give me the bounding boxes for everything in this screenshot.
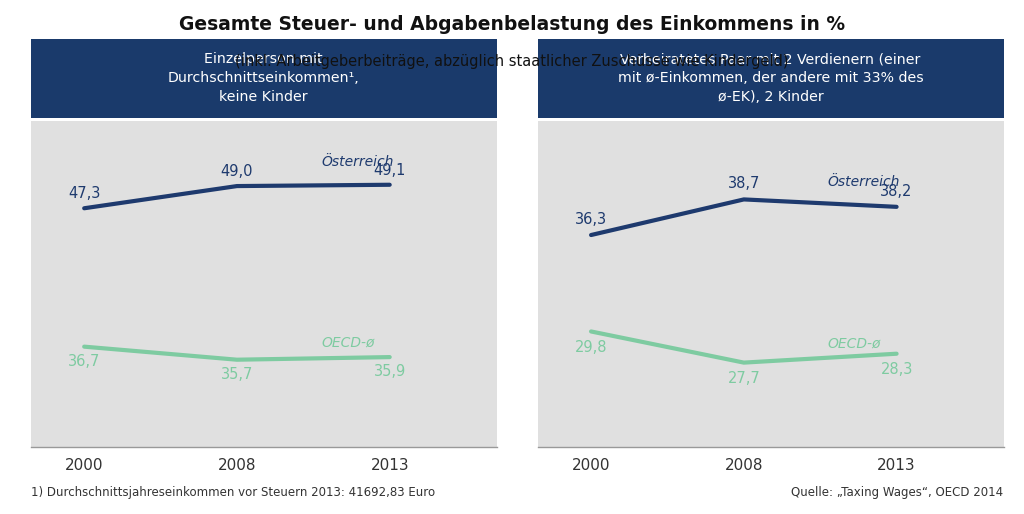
Text: 36,3: 36,3 — [575, 212, 607, 227]
Text: Quelle: „Taxing Wages“, OECD 2014: Quelle: „Taxing Wages“, OECD 2014 — [792, 486, 1004, 499]
Text: 38,2: 38,2 — [881, 183, 912, 199]
Text: 1) Durchschnittsjahreseinkommen vor Steuern 2013: 41692,83 Euro: 1) Durchschnittsjahreseinkommen vor Steu… — [31, 486, 435, 499]
Text: 36,7: 36,7 — [68, 354, 100, 369]
Text: 49,1: 49,1 — [374, 162, 406, 177]
Text: Gesamte Steuer- und Abgabenbelastung des Einkommens in %: Gesamte Steuer- und Abgabenbelastung des… — [179, 15, 845, 34]
Text: 27,7: 27,7 — [727, 371, 760, 386]
Text: Einzelperson mit
Durchschnittseinkommen¹,
keine Kinder: Einzelperson mit Durchschnittseinkommen¹… — [168, 52, 359, 104]
Text: 35,9: 35,9 — [374, 364, 406, 379]
Text: Verheiratetes Paar mit 2 Verdienern (einer
mit ø-Einkommen, der andere mit 33% d: Verheiratetes Paar mit 2 Verdienern (ein… — [617, 52, 924, 104]
Text: 38,7: 38,7 — [728, 176, 760, 191]
Text: Österreich: Österreich — [827, 175, 900, 189]
Text: 29,8: 29,8 — [574, 340, 607, 355]
Text: 28,3: 28,3 — [881, 362, 912, 377]
Text: OECD-ø: OECD-ø — [827, 337, 882, 351]
Text: OECD-ø: OECD-ø — [321, 335, 375, 350]
Text: 47,3: 47,3 — [68, 186, 100, 201]
Text: Österreich: Österreich — [321, 155, 393, 169]
Text: 35,7: 35,7 — [221, 367, 253, 382]
Text: 49,0: 49,0 — [221, 164, 253, 179]
Text: (inkl. Arbeitgeberbeiträge, abzüglich staatlicher Zuschüsse wie Kindergeld): (inkl. Arbeitgeberbeiträge, abzüglich st… — [236, 54, 788, 69]
